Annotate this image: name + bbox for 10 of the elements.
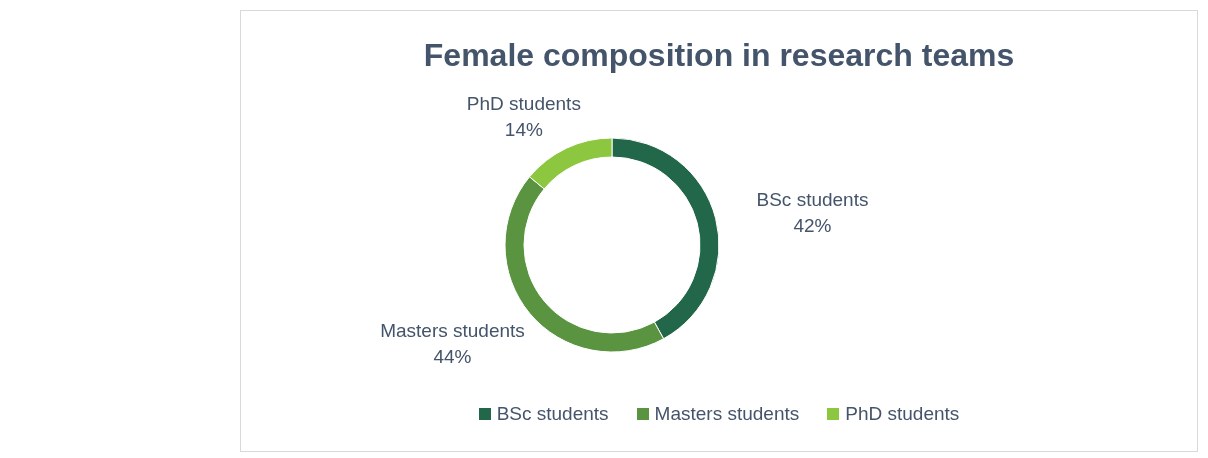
legend-label: Masters students: [654, 403, 800, 425]
slice-label: BSc students: [756, 189, 869, 211]
legend-label: PhD students: [845, 403, 960, 425]
data-label: 14%: [504, 118, 543, 140]
data-label: 42%: [793, 215, 832, 237]
slice-label: Masters students: [380, 319, 525, 341]
slice-label: PhD students: [466, 92, 581, 114]
chart-title: Female composition in research teams: [422, 37, 1016, 74]
legend-label: BSc students: [496, 403, 609, 425]
data-label: 44%: [433, 345, 472, 367]
